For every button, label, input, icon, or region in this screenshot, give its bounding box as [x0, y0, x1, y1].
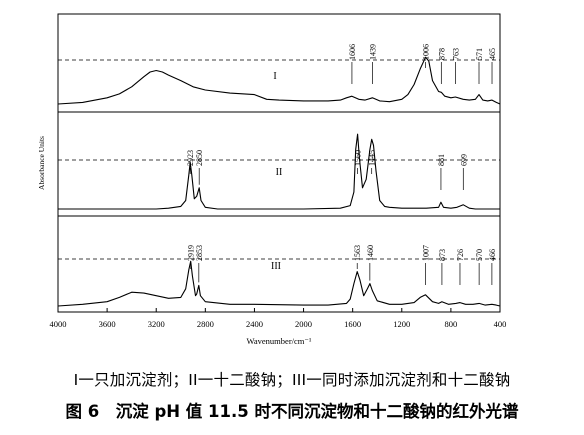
peak-label: 2919 [187, 245, 196, 261]
peak-label: 2853 [195, 245, 204, 261]
chart-svg: 4000 3600 3200 2800 2400 2000 1600 1200 800 400 I… [37, 13, 507, 346]
peak-label: 571 [475, 48, 484, 60]
peak-label: 466 [488, 249, 497, 261]
x-tick-label: 400 [494, 319, 507, 329]
peak-labels-layer: I 1606 1439 1006 878 763 571 465 II 2923 2850 1560 1… [186, 44, 497, 285]
peak-label: 873 [438, 249, 447, 261]
spectra-layer [57, 56, 501, 307]
peak-label: 1007 [421, 245, 430, 261]
peak-label: 1460 [366, 245, 375, 261]
peak-label: 2923 [186, 150, 195, 166]
peak-label: 1439 [368, 44, 377, 60]
x-tick-label: 2800 [197, 319, 214, 329]
peak-label: 699 [459, 154, 468, 166]
x-tick-label: 1600 [344, 319, 361, 329]
series-label: II [276, 167, 283, 178]
y-axis-label: Absorbance Units [37, 136, 46, 190]
peak-label: 1606 [348, 44, 357, 60]
series-label: I [273, 71, 276, 82]
spectrum-line-iii [57, 260, 501, 307]
peak-label: 878 [437, 48, 446, 60]
x-tick-label: 2000 [295, 319, 312, 329]
peak-label: 726 [456, 249, 465, 261]
x-tick-label: 3600 [99, 319, 116, 329]
figure-title-caption: 图 6 沉淀 pH 值 11.5 时不同沉淀物和十二酸钠的红外光谱 [65, 402, 519, 421]
peak-label: 465 [488, 48, 497, 60]
x-tick-label: 800 [445, 319, 458, 329]
x-tick-label: 4000 [50, 319, 67, 329]
x-tick-label: 1200 [393, 319, 410, 329]
x-tick-label: 3200 [148, 319, 165, 329]
peak-label: 1445 [368, 150, 377, 166]
peak-label: 570 [475, 249, 484, 261]
x-axis-ticks: 4000 3600 3200 2800 2400 2000 1600 1200 800 400 [50, 308, 507, 329]
peak-label: 1006 [422, 44, 431, 60]
series-label: III [271, 261, 281, 272]
peak-label: 1560 [354, 150, 363, 166]
plot-frame [57, 13, 501, 313]
peak-label: 881 [437, 154, 446, 166]
ir-spectra-chart: 4000 3600 3200 2800 2400 2000 1600 1200 800 400 I… [37, 13, 507, 346]
spectrum-line-i [57, 56, 501, 105]
peak-label: 1563 [353, 245, 362, 261]
spectrum-line-ii [58, 133, 500, 210]
peak-label: 763 [451, 48, 460, 60]
x-tick-label: 2400 [246, 319, 263, 329]
figure-legend-caption: I一只加沉淀剂；II一十二酸钠；III一同时添加沉淀剂和十二酸钠 [73, 371, 511, 389]
peak-label: 2850 [195, 150, 204, 166]
x-axis-label: Wavenumber/cm⁻¹ [247, 336, 312, 346]
